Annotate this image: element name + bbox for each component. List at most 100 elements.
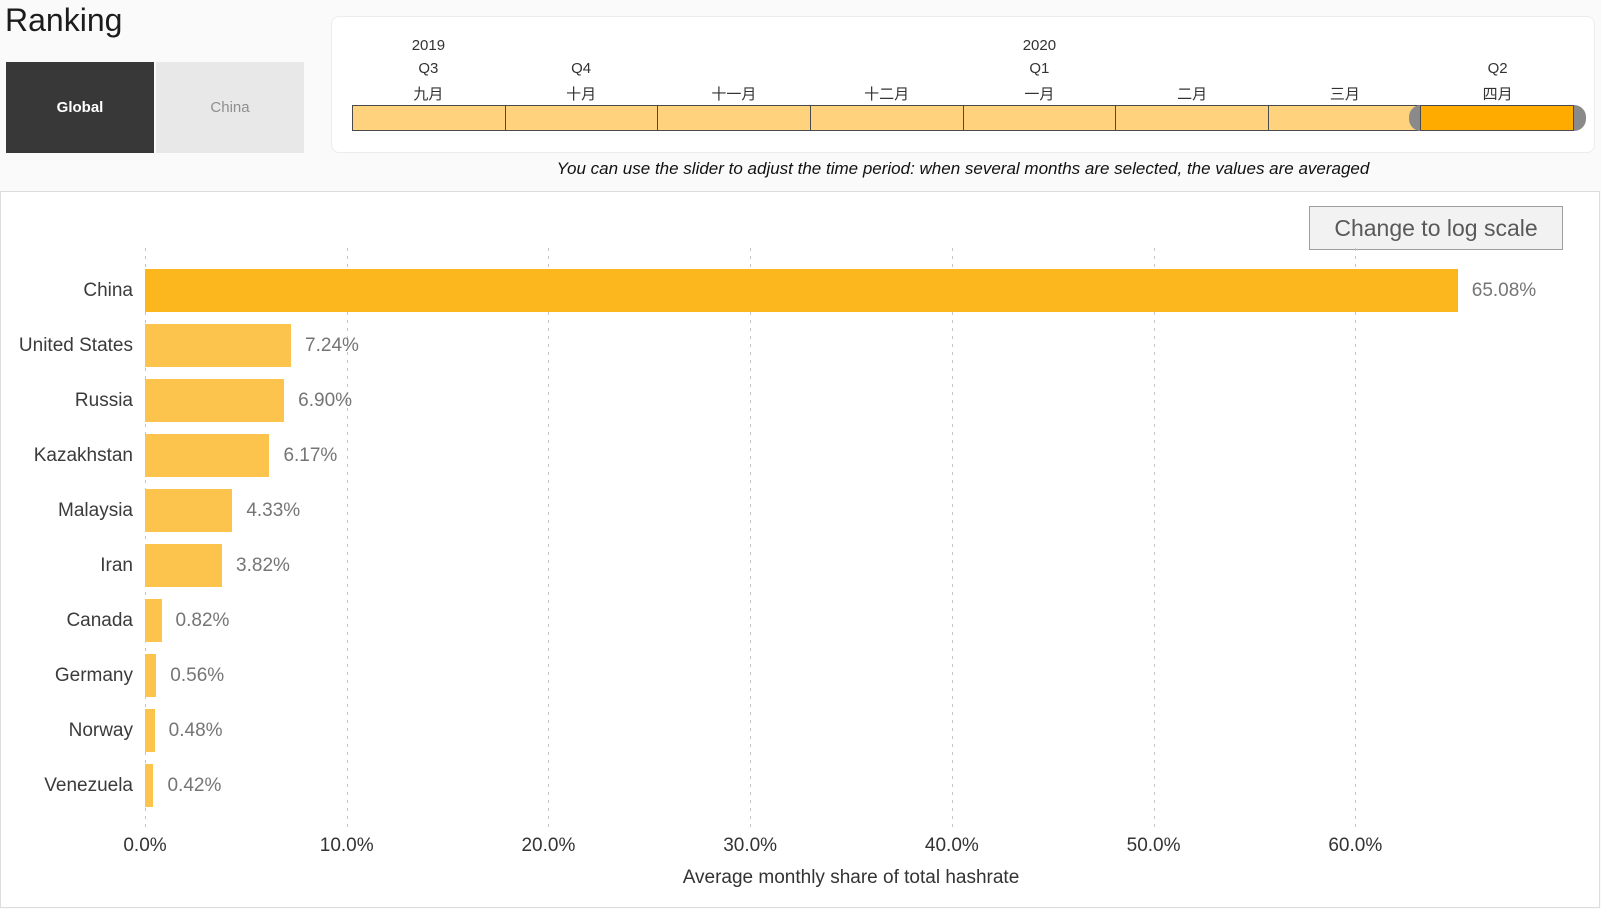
value-label: 4.33% <box>246 499 301 521</box>
x-tick-label: 60.0% <box>1328 835 1383 856</box>
bar-row: Iran 3.82% <box>100 538 1557 593</box>
gridline <box>145 248 146 832</box>
value-label: 0.42% <box>167 774 222 796</box>
value-label: 0.56% <box>170 664 225 686</box>
gridline <box>1153 248 1155 832</box>
bar[interactable] <box>145 764 154 807</box>
bar[interactable] <box>145 654 157 697</box>
bar[interactable] <box>145 544 223 587</box>
x-tick-label: 50.0% <box>1126 835 1181 856</box>
bar[interactable] <box>145 489 233 532</box>
country-label: Canada <box>66 609 133 631</box>
bar-rows: China 65.08% United States 7.24% Russia 6.90%… <box>19 263 1557 813</box>
slider-year-label: 2020 <box>1022 37 1057 54</box>
slider-segment[interactable] <box>352 105 505 131</box>
slider-month-label: 十一月 <box>711 86 757 103</box>
value-label: 3.82% <box>236 554 290 576</box>
slider-segment[interactable] <box>504 105 658 131</box>
value-label: 0.48% <box>168 719 223 741</box>
gridline <box>1355 248 1357 832</box>
value-label: 65.08% <box>1471 279 1537 301</box>
bar[interactable] <box>145 269 1458 312</box>
bar-row: China 65.08% <box>83 263 1557 318</box>
bar-row: Norway 0.48% <box>69 703 1557 758</box>
slider-month-label: 二月 <box>1177 86 1208 103</box>
log-scale-button[interactable]: Change to log scale <box>1309 206 1563 250</box>
slider-quarter-row: Q3 Q4 Q1 Q2 <box>352 60 1574 80</box>
gridline <box>750 248 752 832</box>
page-title: Ranking <box>5 2 123 38</box>
slider-year-label <box>810 37 963 57</box>
slider-year-row: 2019 2020 <box>352 37 1574 57</box>
tab-global[interactable]: Global <box>6 62 154 153</box>
slider-month-label: 一月 <box>1024 86 1055 103</box>
country-label: United States <box>18 334 133 356</box>
slider-quarter-label <box>810 60 963 80</box>
country-label: Iran <box>100 554 133 576</box>
bar[interactable] <box>145 709 155 752</box>
slider-year-label <box>1269 37 1422 57</box>
bar[interactable] <box>145 599 162 642</box>
slider-month-label: 三月 <box>1329 86 1360 103</box>
bar-row: Russia 6.90% <box>75 373 1557 428</box>
bar-row: Venezuela 0.42% <box>44 758 1557 813</box>
tab-china[interactable]: China <box>156 62 304 153</box>
value-label: 7.24% <box>305 334 359 356</box>
country-label: Kazakhstan <box>33 444 133 466</box>
x-tick-label: 10.0% <box>319 835 374 856</box>
country-label: Norway <box>68 719 133 741</box>
value-label: 6.90% <box>298 389 353 411</box>
slider-year-label <box>1421 37 1574 57</box>
slider-quarter-label <box>1116 60 1269 80</box>
slider-quarter-label: Q3 <box>418 60 439 77</box>
gridline <box>548 248 550 832</box>
value-label: 0.82% <box>175 609 230 631</box>
slider-segment[interactable] <box>1267 105 1421 131</box>
slider-month-row: 九月 十月 十一月 十二月 一月 二月 三月 四月 <box>352 83 1574 103</box>
scope-toggle: Global China <box>6 62 304 153</box>
x-tick-label: 20.0% <box>521 835 576 856</box>
x-axis-title: Average monthly share of total hashrate <box>682 867 1020 888</box>
bar-row: Malaysia 4.33% <box>58 483 1557 538</box>
slider-month-label: 十月 <box>566 86 597 103</box>
bar[interactable] <box>145 379 285 422</box>
slider-quarter-label <box>658 60 811 80</box>
slider-quarter-label: Q4 <box>571 60 592 77</box>
gridline <box>346 248 348 832</box>
bar-row: United States 7.24% <box>19 318 1557 373</box>
slider-year-label: 2019 <box>411 37 446 54</box>
slider-year-label <box>505 37 658 57</box>
country-label: Malaysia <box>58 499 133 521</box>
country-label: Russia <box>74 389 133 411</box>
slider-year-label <box>658 37 811 57</box>
x-tick-label: 0.0% <box>123 835 167 856</box>
bar[interactable] <box>145 324 292 367</box>
bar-row: Canada 0.82% <box>66 593 1557 648</box>
country-label: Germany <box>54 664 133 686</box>
country-label: China <box>83 279 133 301</box>
time-slider: 2019 2020 Q3 Q4 Q1 Q2 九月 十月 十一月 十二月 一月 二月 三月 四月 <box>352 17 1586 152</box>
slider-segment[interactable] <box>1420 105 1574 131</box>
slider-track[interactable] <box>352 105 1574 131</box>
country-label: Venezuela <box>44 774 133 796</box>
x-tick-label: 30.0% <box>723 835 778 856</box>
slider-segment[interactable] <box>809 105 963 131</box>
slider-month-label: 九月 <box>413 86 444 103</box>
slider-year-label <box>1116 37 1269 57</box>
time-slider-card: 2019 2020 Q3 Q4 Q1 Q2 九月 十月 十一月 十二月 一月 二月 三月 四月 <box>331 16 1595 153</box>
bar-row: Kazakhstan 6.17% <box>34 428 1557 483</box>
slider-segment[interactable] <box>657 105 810 131</box>
slider-quarter-label: Q2 <box>1487 60 1508 77</box>
slider-segment[interactable] <box>962 105 1116 131</box>
slider-quarter-label: Q1 <box>1029 60 1050 77</box>
bar-chart: Average monthly share of total hashrate … <box>19 192 1557 909</box>
bar[interactable] <box>145 434 270 477</box>
chart-panel: Change to log scale Average monthly shar… <box>0 191 1600 908</box>
value-label: 6.17% <box>283 444 338 466</box>
bar-row: Germany 0.56% <box>55 648 1557 703</box>
slider-segment[interactable] <box>1115 105 1268 131</box>
slider-month-label: 十二月 <box>864 86 910 103</box>
slider-month-label: 四月 <box>1482 86 1513 103</box>
slider-caption: You can use the slider to adjust the tim… <box>556 159 1370 178</box>
slider-quarter-label <box>1269 60 1422 80</box>
